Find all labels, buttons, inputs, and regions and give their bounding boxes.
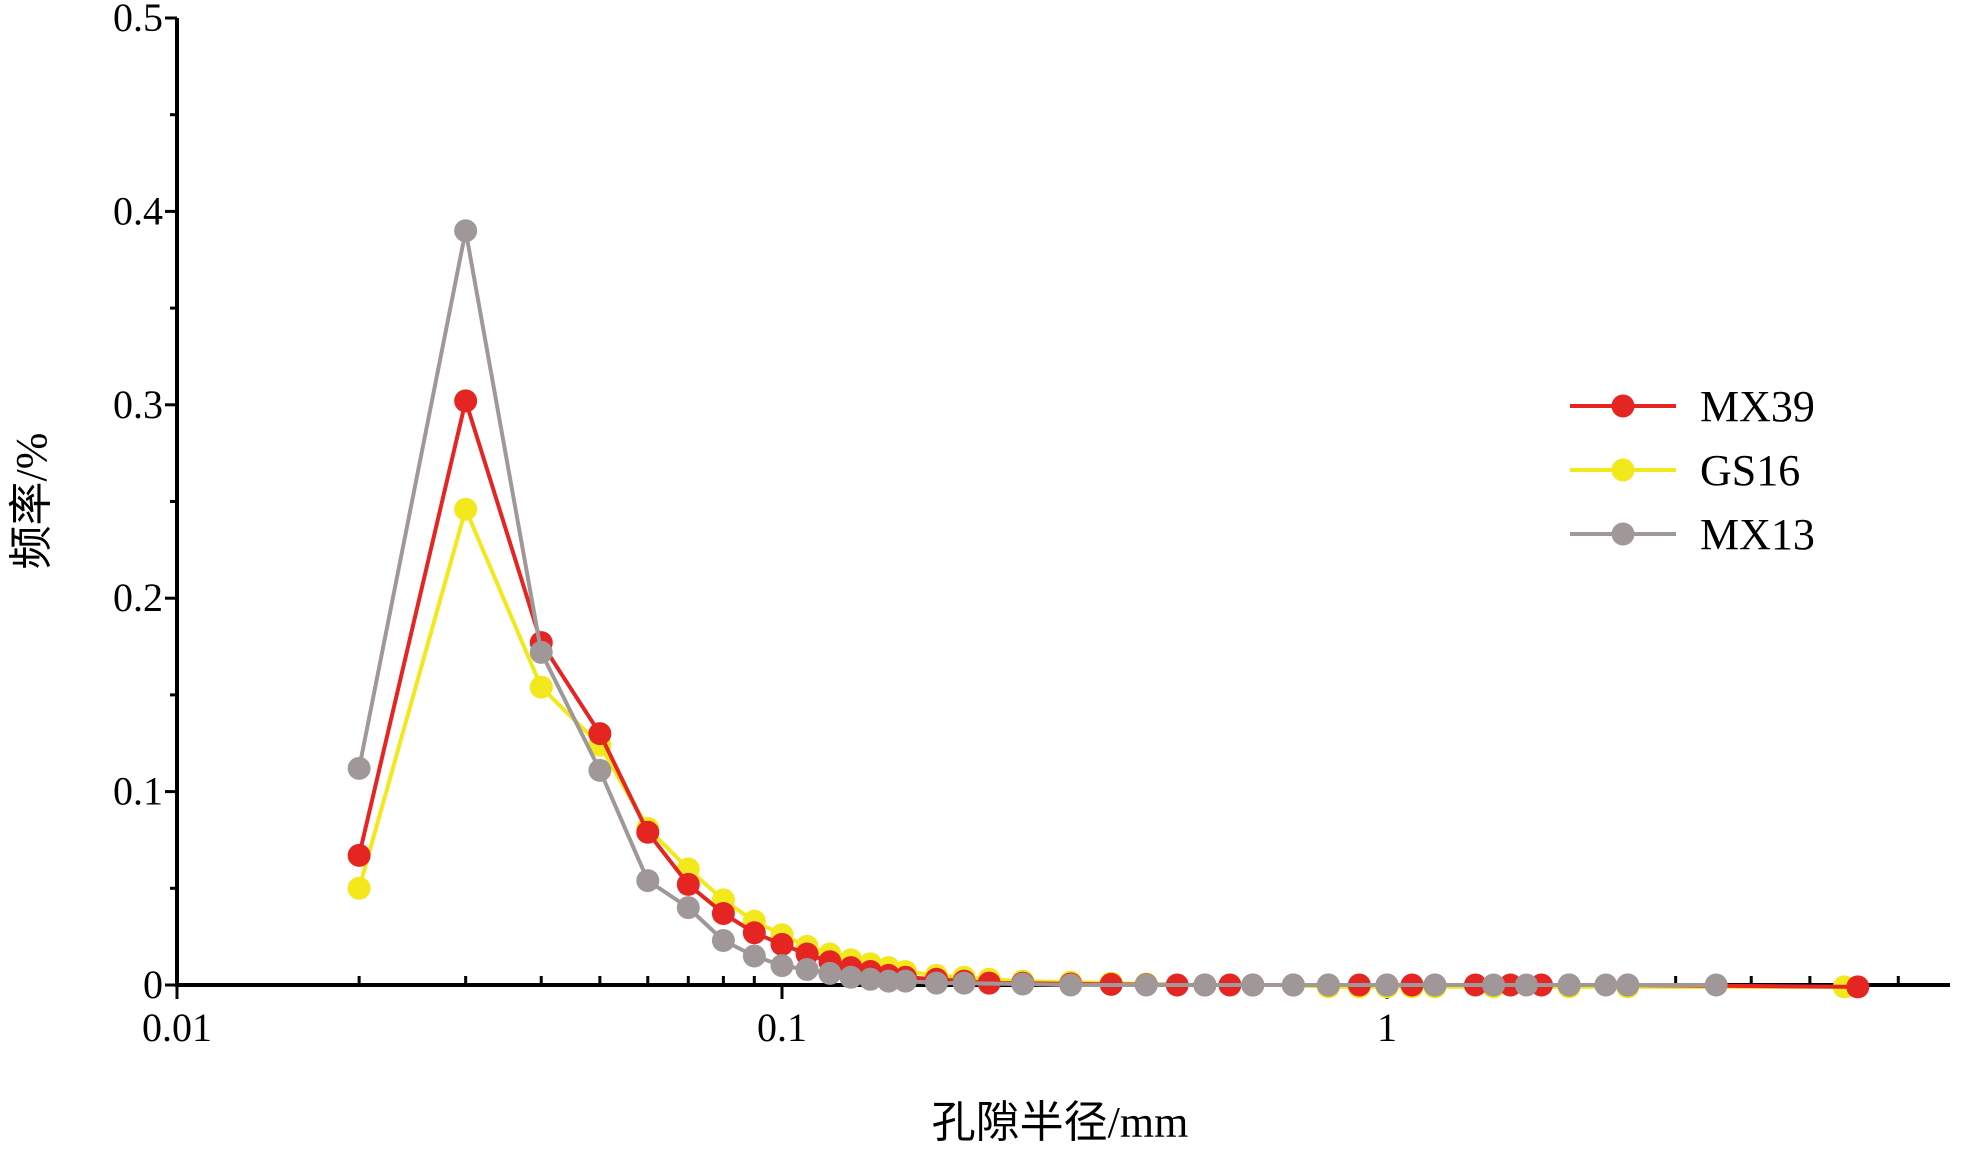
legend-item-mx13: MX13 — [1570, 510, 1815, 559]
data-point — [588, 758, 612, 782]
data-point — [1011, 972, 1035, 996]
legend-label: MX39 — [1700, 382, 1815, 431]
data-point — [1316, 973, 1340, 997]
data-point — [1557, 973, 1581, 997]
legend-swatch-marker — [1611, 522, 1635, 546]
data-point — [1375, 973, 1399, 997]
data-point — [347, 876, 371, 900]
y-axis-title: 频率/% — [7, 433, 56, 570]
data-point — [742, 944, 766, 968]
data-point — [877, 969, 901, 993]
legend-item-mx39: MX39 — [1570, 382, 1815, 431]
data-point — [770, 954, 794, 978]
data-point — [676, 896, 700, 920]
data-point — [1423, 973, 1447, 997]
x-tick-label: 1 — [1377, 1005, 1397, 1050]
series-line — [357, 228, 1717, 987]
y-tick-label: 0 — [143, 962, 163, 1007]
data-point — [924, 971, 948, 995]
legend-label: GS16 — [1700, 446, 1800, 495]
data-point — [676, 872, 700, 896]
data-point — [770, 932, 794, 956]
legend-item-gs16: GS16 — [1570, 446, 1800, 495]
data-point — [454, 497, 478, 521]
data-point — [1281, 973, 1305, 997]
series-line — [357, 398, 1858, 989]
data-point — [347, 843, 371, 867]
x-axis-title: 孔隙半径/mm — [932, 1098, 1189, 1147]
data-point — [1134, 973, 1158, 997]
legend-label: MX13 — [1700, 510, 1815, 559]
x-tick-label: 0.01 — [142, 1005, 212, 1050]
data-point — [588, 722, 612, 746]
data-point — [1193, 973, 1217, 997]
data-point — [711, 901, 735, 925]
data-point — [454, 389, 478, 413]
series-layer — [347, 219, 1870, 999]
data-point — [1241, 973, 1265, 997]
data-point — [711, 929, 735, 953]
data-point — [742, 921, 766, 945]
data-point — [636, 869, 660, 893]
y-tick-label: 0.4 — [113, 188, 163, 233]
y-tick-label: 0.5 — [113, 0, 163, 40]
data-point — [636, 820, 660, 844]
data-point — [1059, 973, 1083, 997]
data-point — [529, 675, 553, 699]
legend-swatch-marker — [1611, 458, 1635, 482]
data-point — [347, 756, 371, 780]
data-point — [1616, 973, 1640, 997]
series-mx39 — [347, 389, 1870, 999]
data-point — [1514, 973, 1538, 997]
y-tick-label: 0.1 — [113, 769, 163, 814]
data-point — [795, 958, 819, 982]
series-gs16 — [347, 497, 1856, 999]
data-point — [1704, 973, 1728, 997]
y-tick-label: 0.3 — [113, 382, 163, 427]
data-point — [1594, 973, 1618, 997]
series-line — [357, 507, 1845, 989]
data-point — [1846, 975, 1870, 999]
data-point — [818, 961, 842, 985]
data-point — [858, 967, 882, 991]
data-point — [529, 640, 553, 664]
data-point — [454, 219, 478, 243]
y-tick-label: 0.2 — [113, 575, 163, 620]
series-mx13 — [347, 219, 1728, 997]
data-point — [893, 969, 917, 993]
data-point — [952, 971, 976, 995]
legend-swatch-marker — [1611, 394, 1635, 418]
axes: 0 0.1 0.2 0.3 0.4 0.5 0.01 0.1 1 — [113, 0, 1950, 1050]
data-point — [839, 965, 863, 989]
y-axis-ticks: 0 0.1 0.2 0.3 0.4 0.5 — [113, 0, 177, 1007]
x-tick-label: 0.1 — [757, 1005, 807, 1050]
data-point — [1482, 973, 1506, 997]
legend: MX39 GS16 MX13 — [1570, 382, 1815, 559]
